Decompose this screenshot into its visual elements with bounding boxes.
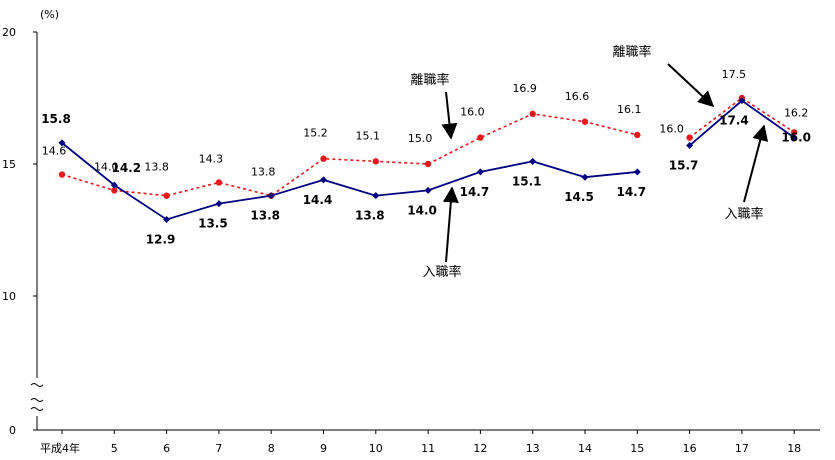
x-tick-label: 平成4年	[40, 441, 80, 455]
separation-rate-point	[477, 134, 484, 141]
data-labels: 14.6 14.0 13.8 14.3 13.8 15.2 15.1 15.0 16.0 16.9…	[41, 68, 811, 246]
axis-break-mark-3	[30, 407, 44, 411]
annotation-label: 入職率	[724, 206, 763, 222]
entry-rate-data-label: 15.7	[669, 159, 699, 173]
series-markers	[58, 94, 798, 223]
x-tick-label: 13	[526, 442, 540, 455]
axis-break-mark-2	[30, 398, 44, 402]
separation-rate-point	[215, 179, 223, 186]
annotation-arrow	[743, 124, 769, 203]
annotation-arrow	[442, 186, 459, 263]
entry-rate-point	[476, 168, 484, 176]
entry-rate-point	[529, 157, 537, 165]
entry-rate-data-label: 13.5	[198, 217, 228, 231]
x-tick-label: 6	[163, 442, 170, 455]
entry-rate-data-label: 15.1	[512, 174, 542, 188]
y-tick-label: 15	[2, 158, 16, 171]
entry-rate-point	[163, 215, 171, 223]
separation-rate-data-label: 16.0	[460, 106, 485, 119]
separation-rate-data-label: 15.2	[303, 127, 328, 140]
separation-rate-point	[111, 187, 118, 194]
entry-rate-point	[320, 176, 327, 184]
axes	[30, 32, 820, 431]
x-tick-label: 5	[111, 442, 118, 455]
separation-rate-data-label: 15.0	[408, 132, 433, 145]
entry-rate-data-label: 12.9	[146, 232, 176, 246]
separation-rate-point	[320, 155, 327, 162]
separation-rate-data-label: 14.3	[199, 152, 224, 165]
separation-rate-point	[58, 171, 66, 178]
separation-rate-data-label: 17.5	[722, 68, 747, 81]
y-tick-label: 20	[2, 26, 16, 39]
x-tick-label: 14	[578, 442, 592, 455]
entry-rate-point	[424, 186, 432, 194]
y-axis-unit: (%)	[40, 8, 59, 21]
separation-rate-data-label: 16.9	[512, 82, 537, 95]
entry-rate-point	[110, 181, 118, 189]
separation-rate-data-label: 13.8	[144, 161, 169, 174]
entry-rate-point	[581, 173, 589, 181]
x-tick-label: 7	[215, 442, 222, 455]
entry-rate-data-label: 17.4	[719, 114, 749, 128]
x-tick-label: 16	[683, 442, 697, 455]
separation-rate-point	[424, 160, 432, 168]
entry-rate-data-label: 13.8	[355, 209, 385, 223]
entry-rate-point	[215, 200, 223, 208]
separation-rate-point	[581, 118, 589, 125]
annotation-arrow	[441, 91, 458, 140]
annotation-label: 入職率	[422, 264, 461, 280]
entry-rate-data-label: 13.8	[250, 209, 280, 223]
separation-rate-data-label: 16.6	[565, 90, 590, 103]
axis-ticks: (%) 20 15 10 0 平成4年 5 6 7 8 9 10 11 12 13 14 15 16 17 18	[2, 8, 801, 455]
annotation-label: 離職率	[410, 72, 449, 88]
separation-rate-data-label: 16.1	[617, 103, 642, 116]
entry-rate-point	[372, 192, 380, 200]
separation-rate-data-label: 16.2	[784, 106, 809, 119]
separation-rate-point	[529, 110, 536, 118]
entry-rate-data-label: 14.7	[460, 185, 490, 199]
entry-rate-data-label: 15.8	[41, 112, 71, 126]
separation-rate-point	[163, 192, 170, 199]
separation-rate-point	[372, 158, 379, 165]
entry-rate-point	[790, 134, 798, 142]
x-tick-label: 12	[473, 442, 487, 455]
x-tick-label: 18	[787, 442, 801, 455]
separation-rate-point	[686, 134, 693, 141]
y-tick-label: 0	[9, 424, 16, 437]
annotation-arrow	[667, 63, 715, 108]
x-tick-label: 8	[268, 442, 275, 455]
entry-rate-point	[267, 192, 275, 200]
entry-rate-data-label: 16.0	[781, 131, 811, 145]
separation-rate-data-label: 15.1	[356, 129, 381, 142]
entry-rate-point	[738, 97, 746, 105]
entry-rate-data-label: 14.7	[616, 185, 646, 199]
x-tick-label: 9	[320, 442, 327, 455]
separation-rate-data-label: 14.0	[94, 160, 119, 173]
entry-rate-data-label: 14.5	[564, 190, 594, 204]
entry-rate-point	[686, 142, 694, 150]
separation-rate-data-label: 16.0	[659, 123, 684, 136]
x-tick-label: 11	[421, 442, 435, 455]
x-tick-label: 15	[630, 442, 644, 455]
separation-rate-point	[634, 131, 641, 139]
entry-rate-data-label: 14.4	[303, 193, 333, 207]
entry-rate-data-label: 14.2	[111, 161, 141, 175]
entry-rate-point	[58, 139, 66, 147]
entry-rate-data-label: 14.0	[407, 203, 437, 217]
annotation-label: 離職率	[612, 44, 651, 60]
axis-break-mark-1	[30, 383, 44, 387]
separation-rate-line	[61, 113, 638, 197]
x-tick-label: 10	[369, 442, 383, 455]
separation-rate-data-label: 14.6	[42, 145, 67, 158]
separation-rate-data-label: 13.8	[251, 166, 276, 179]
x-tick-label: 17	[735, 442, 749, 455]
entry-rate-line	[61, 142, 638, 221]
y-tick-label: 10	[2, 290, 16, 303]
separation-rate-point	[791, 129, 798, 136]
entry-rate-point	[633, 168, 641, 176]
